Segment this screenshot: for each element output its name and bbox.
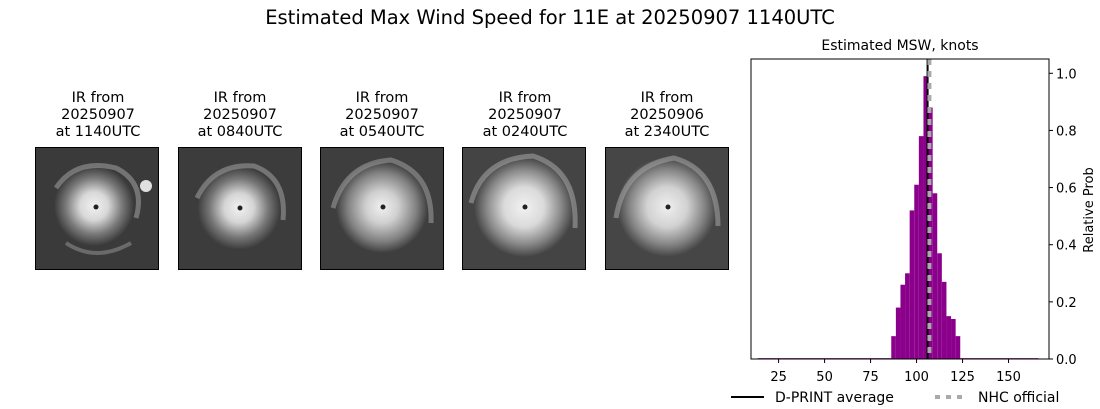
histogram-bar <box>895 307 901 359</box>
legend-dprint-label: D-PRINT average <box>775 390 894 406</box>
chart-title: Estimated MSW, knots <box>821 38 978 54</box>
panel-title-2: IR from 20250907 at 0840UTC <box>170 90 310 141</box>
ir-image-5 <box>605 147 729 270</box>
histogram-bar <box>900 284 906 359</box>
panel-title-4: IR from 20250907 at 0240UTC <box>455 90 595 141</box>
x-tick-label: 25 <box>770 370 787 385</box>
histogram-bar <box>909 210 915 359</box>
panel-title-line: IR from <box>640 90 694 106</box>
ir-image-2 <box>178 147 302 270</box>
histogram-bar <box>951 319 956 359</box>
x-axis-ticks: 25 50 75 100 125 150 <box>770 359 1021 385</box>
y-tick-label: 0.8 <box>1056 124 1077 139</box>
panel-title-line: 20250907 <box>203 107 277 123</box>
legend: D-PRINT average NHC official <box>731 390 1059 406</box>
panel-title-line: at 0240UTC <box>482 124 568 140</box>
histogram-bar <box>937 253 942 359</box>
panel-title-1: IR from 20250907 at 1140UTC <box>28 90 168 141</box>
y-tick-label: 1.0 <box>1056 67 1077 82</box>
panel-title-3: IR from 20250907 at 0540UTC <box>312 90 452 141</box>
y-tick-label: 0.4 <box>1056 239 1077 254</box>
panel-title-line: IR from <box>355 90 409 106</box>
ir-image-4 <box>462 147 586 270</box>
panel-title-line: IR from <box>71 90 125 106</box>
panel-title-line: at 0540UTC <box>339 124 425 140</box>
y-axis-label: Relative Prob <box>1082 167 1097 252</box>
y-tick-label: 0.2 <box>1056 296 1077 311</box>
reference-lines <box>926 59 932 359</box>
y-axis-ticks: 0.0 0.2 0.4 0.6 0.8 1.0 <box>1049 67 1077 368</box>
x-tick-label: 75 <box>862 370 879 385</box>
panel-title-line: IR from <box>213 90 267 106</box>
histogram-bar <box>891 336 896 359</box>
panel-title-5: IR from 20250906 at 2340UTC <box>597 90 737 141</box>
x-tick-label: 100 <box>904 370 929 385</box>
histogram-bar <box>955 336 961 359</box>
legend-nhc-label: NHC official <box>978 390 1059 406</box>
ir-image-1 <box>35 147 159 270</box>
histogram-bar <box>923 76 929 360</box>
histogram-bar <box>941 281 947 359</box>
panel-title-line: 20250907 <box>345 107 419 123</box>
histogram-bar <box>914 184 919 359</box>
panel-title-line: at 2340UTC <box>624 124 710 140</box>
panel-title-line: at 0840UTC <box>197 124 283 140</box>
histogram-bar <box>946 316 952 359</box>
x-tick-label: 50 <box>816 370 833 385</box>
histogram-bar <box>905 273 910 359</box>
panel-title-line: 20250906 <box>630 107 704 123</box>
histogram-bar <box>932 193 938 359</box>
histogram-bars <box>757 76 1039 360</box>
histogram-bar <box>918 136 924 359</box>
x-tick-label: 125 <box>950 370 975 385</box>
x-tick-label: 150 <box>996 370 1021 385</box>
panel-title-line: 20250907 <box>61 107 135 123</box>
panel-title-line: IR from <box>498 90 552 106</box>
y-tick-label: 0.6 <box>1056 182 1077 197</box>
histogram-bar <box>928 107 933 359</box>
panel-title-line: at 1140UTC <box>55 124 141 140</box>
plot-frame <box>750 58 1050 360</box>
y-tick-label: 0.0 <box>1056 353 1077 368</box>
figure-title: Estimated Max Wind Speed for 11E at 2025… <box>265 6 835 29</box>
panel-title-line: 20250907 <box>488 107 562 123</box>
ir-image-3 <box>320 147 444 270</box>
